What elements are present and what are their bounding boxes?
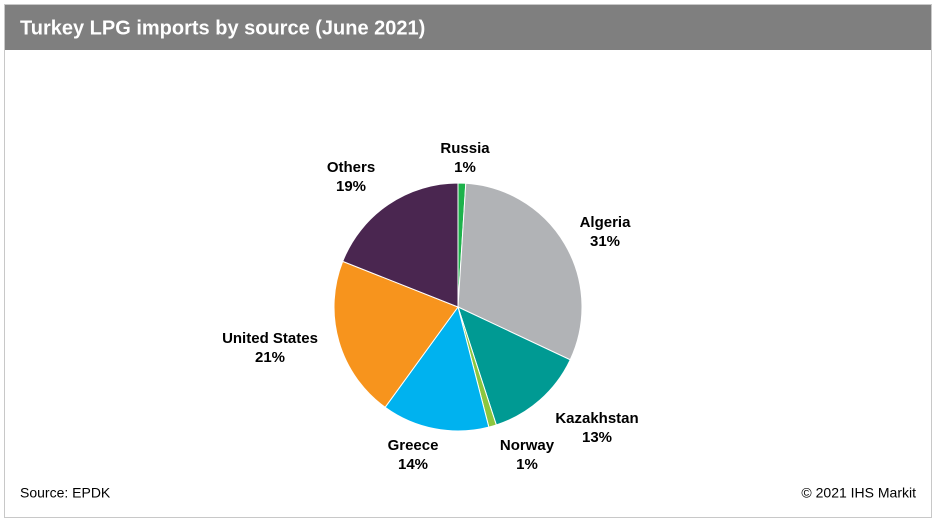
slice-value-label: 13% xyxy=(582,429,612,446)
pie-slice xyxy=(384,305,490,432)
pie-slice xyxy=(457,182,583,361)
slice-label: Russia xyxy=(440,140,490,157)
slice-label: Others xyxy=(327,159,375,176)
slice-label: Algeria xyxy=(580,214,632,231)
pie-slice xyxy=(457,306,571,426)
slice-value-label: 1% xyxy=(454,159,476,176)
slice-value-label: 1% xyxy=(516,456,538,473)
slice-label: Norway xyxy=(500,437,555,454)
copyright: © 2021 IHS Markit xyxy=(801,485,916,501)
pie-slice xyxy=(333,260,459,409)
slice-value-label: 19% xyxy=(336,178,366,195)
slice-label: United States xyxy=(222,330,318,347)
pie-slice xyxy=(342,182,459,308)
slice-value-label: 21% xyxy=(255,349,285,366)
slice-label: Kazakhstan xyxy=(555,410,638,427)
title-bar xyxy=(5,5,931,50)
slice-value-label: 31% xyxy=(590,233,620,250)
slice-value-label: 14% xyxy=(398,456,428,473)
source: Source: EPDK xyxy=(20,485,111,501)
chart-title: Turkey LPG imports by source (June 2021) xyxy=(20,17,425,39)
slice-label: Greece xyxy=(388,437,439,454)
